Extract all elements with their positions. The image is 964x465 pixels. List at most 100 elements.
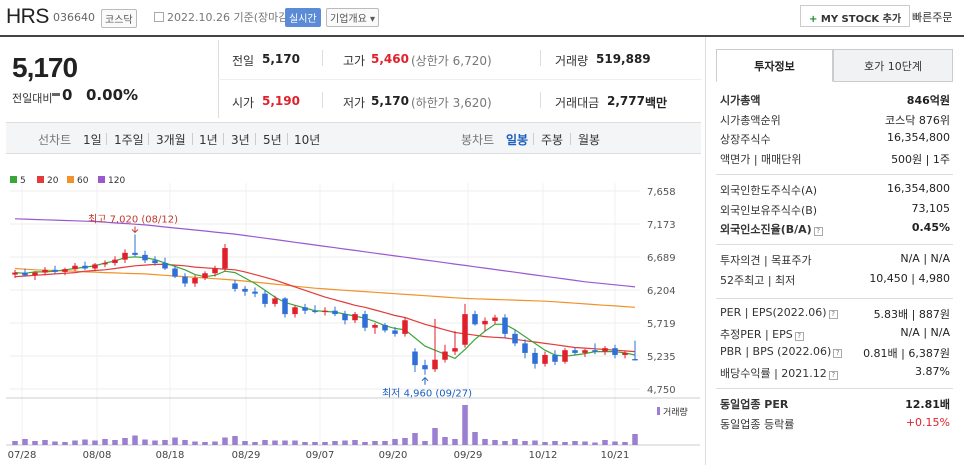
arrow-down-icon bbox=[131, 226, 139, 234]
x-tick-label: 08/29 bbox=[232, 450, 261, 461]
volume-label: 거래량 bbox=[555, 54, 589, 68]
tab-investment-info[interactable]: 투자정보 bbox=[716, 49, 833, 82]
info-label-text: PER | EPS(2022.06) bbox=[720, 306, 827, 319]
sep bbox=[148, 133, 149, 145]
volume-bar bbox=[582, 441, 588, 445]
ma120-line bbox=[14, 218, 636, 288]
candle-body bbox=[112, 259, 118, 264]
x-tick-label: 08/18 bbox=[156, 450, 185, 461]
plus-icon: + bbox=[809, 14, 818, 25]
info-label: 동일업종 PER bbox=[720, 396, 788, 412]
candle-body bbox=[392, 330, 398, 334]
candle-body bbox=[622, 352, 628, 355]
volume-bar bbox=[222, 437, 228, 445]
candle-body bbox=[192, 278, 198, 284]
help-icon[interactable]: ? bbox=[828, 370, 838, 380]
volume-bar bbox=[322, 442, 328, 445]
upper-limit: (상한가 6,720) bbox=[411, 54, 492, 68]
volume-bar bbox=[62, 442, 68, 445]
candle-body bbox=[222, 248, 228, 269]
period-10y[interactable]: 10년 bbox=[294, 133, 321, 147]
candle-weekly[interactable]: 주봉 bbox=[541, 133, 564, 147]
current-price: 5,170 bbox=[12, 52, 78, 83]
info-value: 12.81배 bbox=[905, 398, 950, 411]
info-value: 73,105 bbox=[911, 201, 951, 215]
candle-body bbox=[322, 310, 328, 313]
tab-order-book[interactable]: 호가 10단계 bbox=[833, 49, 953, 82]
sep bbox=[192, 133, 193, 145]
my-stock-add-button[interactable]: + MY STOCK 추가 bbox=[800, 5, 911, 27]
info-label: 외국인소진율(B/A)? bbox=[720, 221, 823, 237]
volume-bar bbox=[492, 440, 498, 445]
info-row: 외국인소진율(B/A)? 0.45% bbox=[720, 221, 950, 237]
period-3y[interactable]: 3년 bbox=[231, 133, 250, 147]
info-label-text: 동일업종 등락률 bbox=[720, 417, 795, 431]
market-badge: 코스닥 bbox=[101, 9, 137, 28]
sep bbox=[223, 133, 224, 145]
x-tick-label: 07/28 bbox=[8, 450, 37, 461]
company-info-dropdown[interactable]: 기업개요 ▾ bbox=[326, 8, 380, 27]
candle-body bbox=[122, 252, 128, 260]
legend-label: 120 bbox=[108, 176, 126, 186]
open-value: 5,190 bbox=[262, 94, 300, 108]
info-label-text: 52주최고 | 최저 bbox=[720, 273, 796, 287]
candle-chart-label[interactable]: 봉차트 bbox=[461, 133, 495, 147]
help-icon[interactable]: ? bbox=[813, 227, 823, 236]
stock-chart[interactable]: 7,658 7,173 6,689 6,204 5,719 5,235 4,750 07/28… bbox=[0, 0, 705, 465]
realtime-button[interactable]: 실시간 bbox=[285, 8, 321, 27]
info-label: PBR | BPS (2022.06)? bbox=[720, 345, 843, 361]
help-icon[interactable]: ? bbox=[794, 331, 804, 341]
legend-swatch bbox=[37, 176, 44, 183]
period-bar bbox=[6, 122, 701, 154]
info-label: 시가총액 bbox=[720, 92, 760, 108]
volume-bar bbox=[432, 428, 438, 445]
candle-body bbox=[242, 288, 248, 292]
legend-ma120: 120 bbox=[98, 176, 125, 186]
volume-label: 거래량 bbox=[663, 406, 688, 418]
info-label: PER | EPS(2022.06)? bbox=[720, 306, 838, 322]
x-tick-label: 10/12 bbox=[529, 450, 558, 461]
info-value: 500원 | 1주 bbox=[891, 152, 950, 166]
volume-bar bbox=[352, 440, 358, 445]
chevron-down-icon: ▾ bbox=[370, 14, 376, 25]
volume-legend-swatch bbox=[657, 407, 660, 415]
candle-body bbox=[372, 324, 378, 328]
volume-bar bbox=[562, 442, 568, 445]
quick-order-button[interactable]: 빠른주문 bbox=[912, 11, 953, 24]
x-tick-label: 09/29 bbox=[454, 450, 483, 461]
info-label: 상장주식수 bbox=[720, 131, 771, 147]
period-1w[interactable]: 1주일 bbox=[114, 133, 144, 147]
volume-bar bbox=[482, 439, 488, 445]
ma60-line bbox=[14, 267, 636, 308]
info-value: 0.81배 | 6,387원 bbox=[863, 347, 950, 360]
period-3m[interactable]: 3개월 bbox=[156, 133, 186, 147]
candle-body bbox=[572, 350, 578, 353]
info-value: 5.83배 | 887원 bbox=[873, 308, 950, 321]
period-1d[interactable]: 1일 bbox=[83, 133, 102, 147]
sep bbox=[540, 50, 541, 66]
candle-daily[interactable]: 일봉 bbox=[506, 133, 529, 147]
period-5y[interactable]: 5년 bbox=[263, 133, 282, 147]
info-value: 3.87% bbox=[915, 364, 950, 378]
candle-monthly[interactable]: 월봉 bbox=[578, 133, 601, 147]
volume-bar bbox=[162, 440, 168, 445]
candle-body bbox=[152, 260, 158, 264]
volume-bar bbox=[422, 441, 428, 445]
candle-body bbox=[452, 348, 458, 352]
calendar-icon bbox=[154, 12, 164, 22]
line-chart-label[interactable]: 선차트 bbox=[38, 133, 72, 147]
info-row: 배당수익률 | 2021.12? 3.87% bbox=[720, 365, 950, 381]
volume-bar bbox=[362, 442, 368, 445]
sep bbox=[570, 133, 571, 145]
stock-code: 036640 bbox=[53, 11, 95, 24]
period-1y[interactable]: 1년 bbox=[199, 133, 218, 147]
candle-body bbox=[582, 350, 588, 353]
help-icon[interactable]: ? bbox=[833, 349, 843, 358]
volume-bar bbox=[512, 439, 518, 445]
volume-bar bbox=[472, 432, 478, 445]
help-icon[interactable]: ? bbox=[828, 310, 838, 319]
info-value: 코스닥 876위 bbox=[885, 113, 950, 127]
candle-body bbox=[252, 291, 258, 294]
candle-body bbox=[592, 350, 598, 352]
info-label-text: 외국인보유주식수(B) bbox=[720, 203, 818, 217]
